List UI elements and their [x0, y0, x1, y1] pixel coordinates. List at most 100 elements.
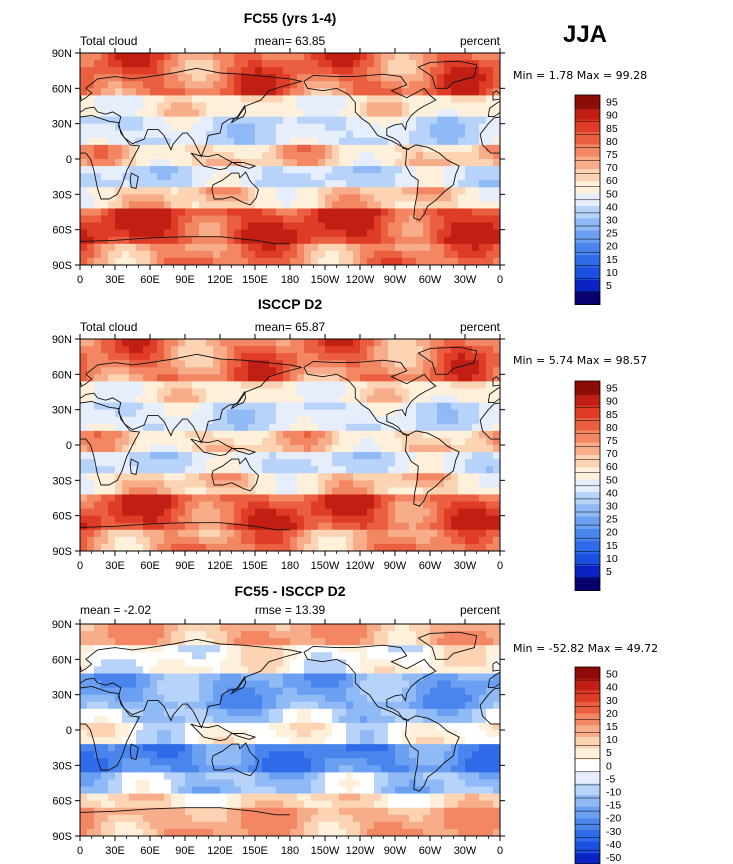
field-cell: [360, 666, 368, 675]
panel-center-label: rmse = 13.39: [255, 603, 326, 617]
field-cell: [388, 543, 396, 551]
field-cell: [437, 680, 445, 689]
field-cell: [416, 53, 424, 61]
field-cell: [178, 381, 186, 390]
field-cell: [311, 402, 319, 411]
field-cell: [255, 445, 263, 453]
field-cell: [143, 501, 151, 510]
field-cell: [122, 339, 130, 347]
field-cell: [381, 744, 389, 752]
field-cell: [269, 250, 277, 259]
field-cell: [493, 645, 500, 653]
field-cell: [150, 416, 158, 425]
field-cell: [143, 508, 151, 517]
field-cell: [409, 409, 417, 418]
field-cell: [129, 74, 137, 82]
field-cell: [479, 159, 487, 167]
field-cell: [430, 346, 438, 354]
field-cell: [94, 715, 102, 724]
field-cell: [157, 744, 165, 752]
field-cell: [297, 88, 305, 96]
field-cell: [87, 208, 95, 217]
field-cell: [423, 543, 431, 551]
field-cell: [332, 367, 340, 375]
field-cell: [332, 88, 340, 96]
field-cell: [248, 730, 256, 738]
field-cell: [409, 638, 417, 646]
panel-center-label: mean= 65.87: [255, 320, 326, 334]
field-cell: [297, 388, 305, 397]
field-cell: [206, 109, 214, 118]
field-cell: [374, 60, 382, 68]
field-cell: [353, 53, 361, 61]
field-cell: [94, 194, 102, 202]
field-cell: [318, 673, 326, 682]
field-cell: [430, 102, 438, 111]
field-cell: [171, 360, 179, 368]
field-cell: [234, 201, 242, 210]
field-cell: [395, 187, 403, 195]
field-cell: [346, 144, 354, 153]
field-cell: [444, 680, 452, 689]
field-cell: [150, 137, 158, 146]
field-cell: [430, 208, 438, 217]
field-cell: [465, 715, 473, 724]
field-cell: [360, 81, 368, 89]
field-cell: [143, 659, 151, 667]
field-cell: [360, 250, 368, 259]
field-cell: [444, 673, 452, 682]
coastline-northAmerica: [303, 73, 437, 151]
field-cell: [409, 194, 417, 202]
field-cell: [367, 180, 375, 188]
field-cell: [430, 74, 438, 82]
field-cell: [381, 624, 389, 632]
field-cell: [381, 673, 389, 682]
field-cell: [332, 473, 340, 481]
field-cell: [227, 543, 235, 551]
field-cell: [192, 208, 200, 217]
field-cell: [276, 409, 284, 418]
field-cell: [276, 222, 284, 231]
field-cell: [136, 229, 144, 238]
field-cell: [493, 395, 500, 404]
field-cell: [346, 187, 354, 195]
field-cell: [381, 144, 389, 153]
field-cell: [108, 624, 116, 632]
field-cell: [108, 730, 116, 738]
field-cell: [80, 346, 88, 354]
field-cell: [276, 522, 284, 531]
field-cell: [283, 430, 291, 439]
field-cell: [367, 515, 375, 524]
field-cell: [430, 666, 438, 675]
field-cell: [472, 53, 480, 61]
field-cell: [262, 116, 270, 125]
field-cell: [213, 673, 221, 682]
field-cell: [381, 480, 389, 488]
field-cell: [381, 680, 389, 689]
field-cell: [234, 123, 242, 132]
field-cell: [199, 624, 207, 632]
field-cell: [311, 631, 319, 639]
field-cell: [115, 536, 123, 545]
field-cell: [353, 423, 361, 432]
field-cell: [248, 645, 256, 653]
field-cell: [311, 388, 319, 397]
field-cell: [304, 501, 312, 510]
field-cell: [381, 423, 389, 432]
field-cell: [332, 638, 340, 646]
field-cell: [157, 130, 165, 139]
field-cell: [374, 487, 382, 496]
field-cell: [430, 166, 438, 174]
field-cell: [339, 137, 347, 146]
field-cell: [206, 236, 214, 245]
field-cell: [283, 708, 291, 717]
field-cell: [479, 666, 487, 675]
field-cell: [213, 459, 221, 467]
field-cell: [423, 367, 431, 375]
field-cell: [430, 402, 438, 411]
field-cell: [206, 508, 214, 517]
field-cell: [248, 416, 256, 425]
field-cell: [325, 409, 333, 418]
field-cell: [248, 180, 256, 188]
field-cell: [255, 701, 263, 710]
